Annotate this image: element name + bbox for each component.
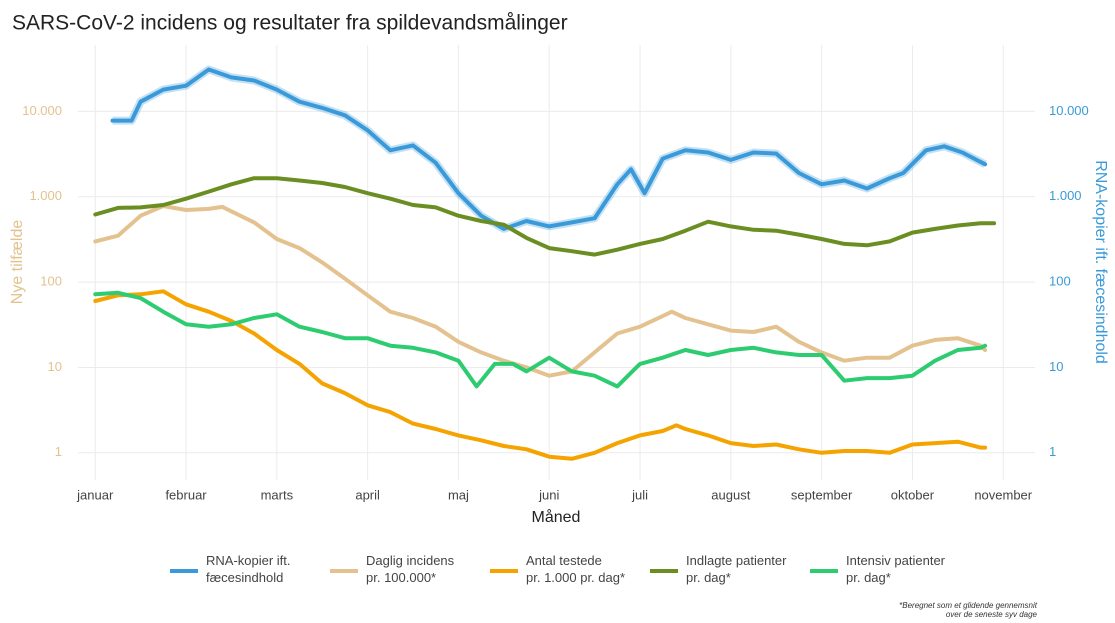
legend-label: Intensiv patienter pr. dag*: [846, 553, 946, 585]
y2-tick-label: 1.000: [1049, 188, 1082, 203]
y-tick-label: 10.000: [22, 103, 62, 118]
y2-axis-title: RNA-kopier ift. fæcesindhold: [1092, 160, 1109, 364]
legend-label: Indlagte patienter pr. dag*: [686, 553, 787, 585]
y-axis-title: Nye tilfælde: [9, 220, 26, 305]
line: [93, 289, 988, 461]
line: [93, 204, 988, 378]
x-tick-label: november: [974, 487, 1032, 502]
x-tick-label: februar: [165, 487, 207, 502]
x-tick-label: juli: [631, 487, 648, 502]
y2-tick-label: 100: [1049, 274, 1071, 289]
y2-tick-label: 1: [1049, 444, 1056, 459]
x-tick-label: september: [791, 487, 853, 502]
x-tick-label: august: [711, 487, 750, 502]
footnote: *Beregnet som et glidende gennemsnit: [899, 601, 1038, 610]
chart-title: SARS-CoV-2 incidens og resultater fra sp…: [12, 12, 568, 35]
legend-label: Antal testede pr. 1.000 pr. dag*: [526, 553, 625, 585]
line: [93, 176, 997, 257]
y2-tick-label: 10: [1049, 359, 1063, 374]
legend-label: RNA-kopier ift. fæcesindhold: [206, 553, 291, 585]
x-tick-label: juni: [538, 487, 559, 502]
x-axis-title: Måned: [532, 508, 581, 526]
y2-tick-label: 10.000: [1049, 103, 1089, 118]
x-tick-label: marts: [261, 487, 294, 502]
y-tick-label: 10: [48, 359, 62, 374]
legend-label: Daglig incidens pr. 100.000*: [366, 553, 455, 585]
line: [110, 67, 988, 231]
line: [93, 290, 988, 389]
footnote: over de seneste syv dage: [946, 610, 1038, 619]
y-tick-label: 1: [55, 444, 62, 459]
x-tick-label: januar: [76, 487, 114, 502]
x-tick-label: oktober: [891, 487, 935, 502]
x-tick-label: maj: [448, 487, 469, 502]
y-tick-label: 100: [40, 274, 62, 289]
x-tick-label: april: [355, 487, 380, 502]
y-tick-label: 1.000: [29, 188, 62, 203]
